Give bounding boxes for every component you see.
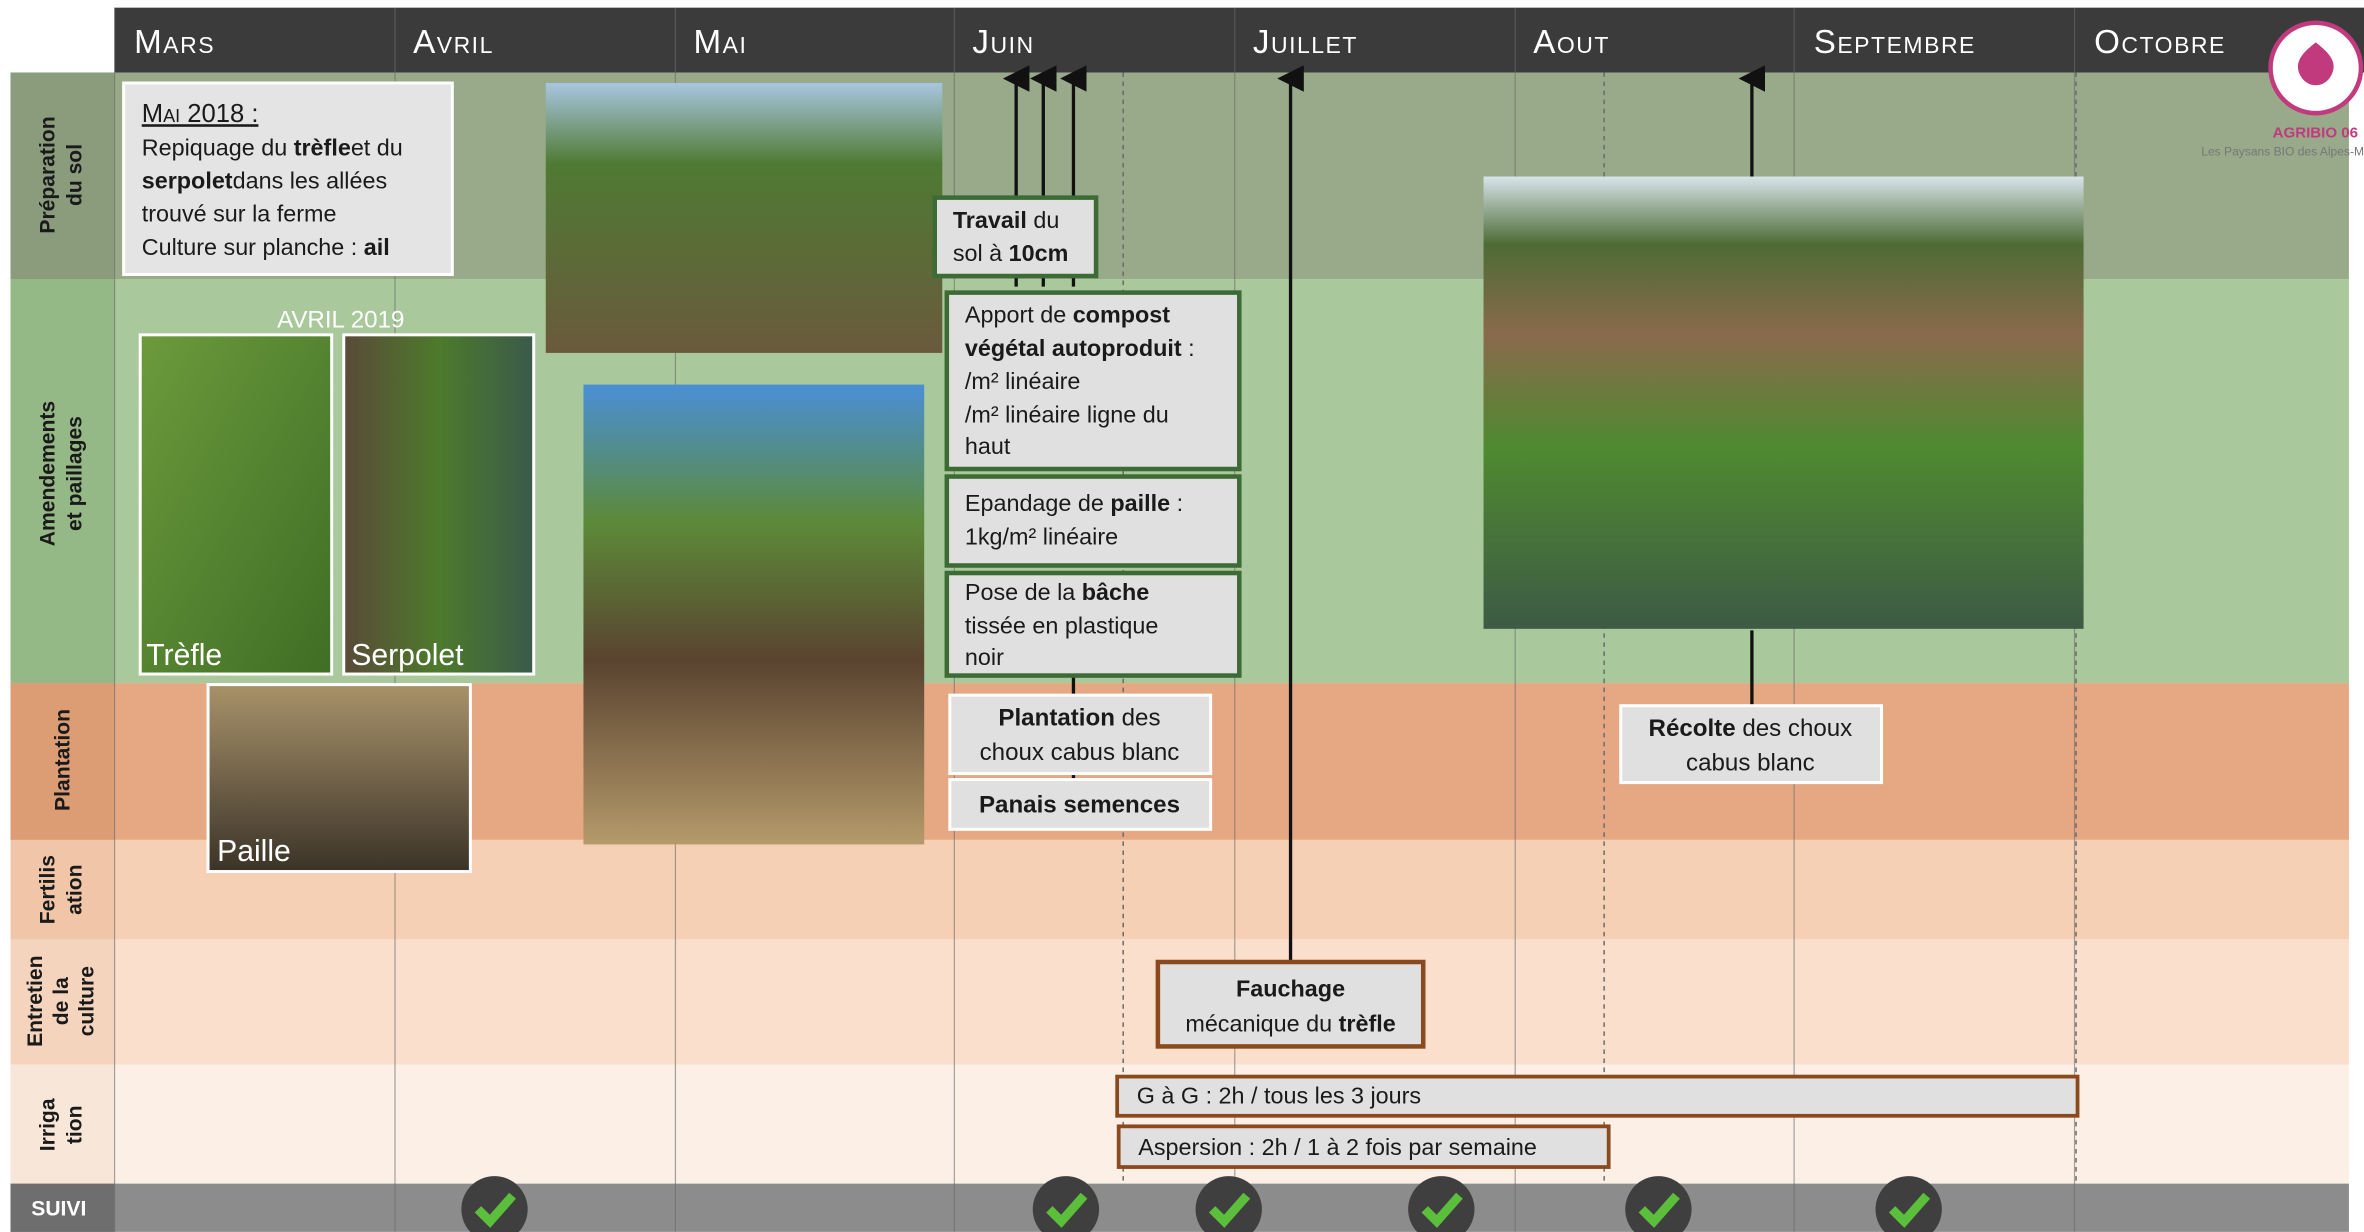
task-box [932, 195, 1099, 279]
month: Aout [1533, 24, 1610, 61]
task-text: G à G : 2h / tous les 3 jours [1137, 1083, 1421, 1109]
logo-flower [2297, 42, 2334, 86]
month: Avril [413, 24, 494, 61]
row-head [10, 683, 115, 840]
row-label: Préparation du sol [36, 116, 86, 233]
note-line: Repiquage du trèfleet du [142, 134, 403, 160]
photo-date: AVRIL 2019 [277, 306, 404, 333]
row-label: Irriga tion [36, 1098, 86, 1151]
row-label: Amendements et paillages [36, 401, 86, 546]
check [461, 1176, 528, 1232]
check [1408, 1176, 1475, 1232]
task-text: Aspersion : 2h / 1 à 2 fois par semaine [1138, 1134, 1537, 1160]
note-line: Culture sur planche : ail [142, 234, 390, 260]
task-text: mécanique du trèfle [1185, 1010, 1395, 1036]
row-head [10, 1183, 115, 1232]
row-label: Plantation [51, 709, 74, 811]
photo-label: Trèfle [146, 639, 222, 672]
row-head [10, 72, 115, 280]
task-text: Récolte des choux [1649, 715, 1853, 742]
check [1625, 1176, 1692, 1232]
task-text: choux cabus blanc [980, 739, 1180, 766]
month: Juillet [1253, 24, 1358, 61]
photo [1483, 176, 2084, 629]
logo-tagline: Les Paysans BIO des Alpes-M [2201, 144, 2364, 158]
check [1195, 1176, 1262, 1232]
task-box [948, 693, 1213, 776]
month: Mars [134, 24, 215, 61]
row-label: Entretien de la culture [24, 955, 98, 1046]
month: Octobre [2094, 24, 2226, 61]
task-text: cabus blanc [1686, 750, 1815, 777]
month: Mai [694, 24, 748, 61]
row-bg [10, 1183, 2349, 1232]
photo-label: Serpolet [351, 639, 464, 672]
task-text: Fauchage [1236, 976, 1345, 1002]
task-box [944, 570, 1242, 678]
task-text: Travail du [953, 207, 1060, 233]
task-text: /m² linéaire [965, 368, 1081, 394]
task-box [1619, 704, 1884, 785]
check [1875, 1176, 1942, 1232]
month: Septembre [1814, 24, 1976, 61]
task-bar [1116, 1124, 1611, 1169]
task-text: Plantation des [998, 704, 1160, 731]
photo-label: Paille [217, 835, 291, 868]
header-bar [114, 7, 2364, 73]
note-title: Mai 2018 : [142, 100, 259, 128]
task-box [944, 290, 1242, 472]
task-text: tissée en plastique [965, 612, 1159, 638]
check [1032, 1176, 1100, 1232]
row-label: Fertilis ation [36, 855, 86, 924]
photo [138, 333, 334, 676]
month: Juin [972, 24, 1034, 61]
task-text: Panais semences [979, 792, 1180, 819]
task-text: Apport de compost [965, 302, 1170, 328]
task-box [948, 778, 1213, 831]
task-text: Pose de la bâche [965, 579, 1149, 605]
row-head [10, 839, 115, 940]
row-head [10, 279, 115, 684]
note-line: serpoletdans les allées [142, 168, 387, 194]
task-text: végétal autoproduit : [965, 335, 1195, 361]
task-text: noir [965, 644, 1004, 670]
photo [583, 384, 925, 845]
row-label: SUIVI [31, 1197, 86, 1220]
task-text: /m² linéaire ligne du [965, 401, 1169, 427]
task-box [1155, 959, 1426, 1049]
checks [461, 1176, 1942, 1232]
photo [206, 683, 472, 874]
task-box [944, 474, 1242, 568]
row-head [10, 1064, 115, 1184]
task-text: sol à 10cm [953, 240, 1069, 266]
photo [342, 333, 536, 676]
note-line: trouvé sur la ferme [142, 201, 337, 227]
task-text: Epandage de paille : [965, 490, 1183, 516]
task-text: 1kg/m² linéaire [965, 523, 1118, 549]
photo [545, 83, 943, 353]
task-bar [1115, 1074, 2080, 1118]
note-box [122, 81, 454, 277]
task-text: haut [965, 433, 1011, 459]
logo-name: AGRIBIO 06 [2273, 124, 2358, 141]
row-head [10, 939, 115, 1065]
